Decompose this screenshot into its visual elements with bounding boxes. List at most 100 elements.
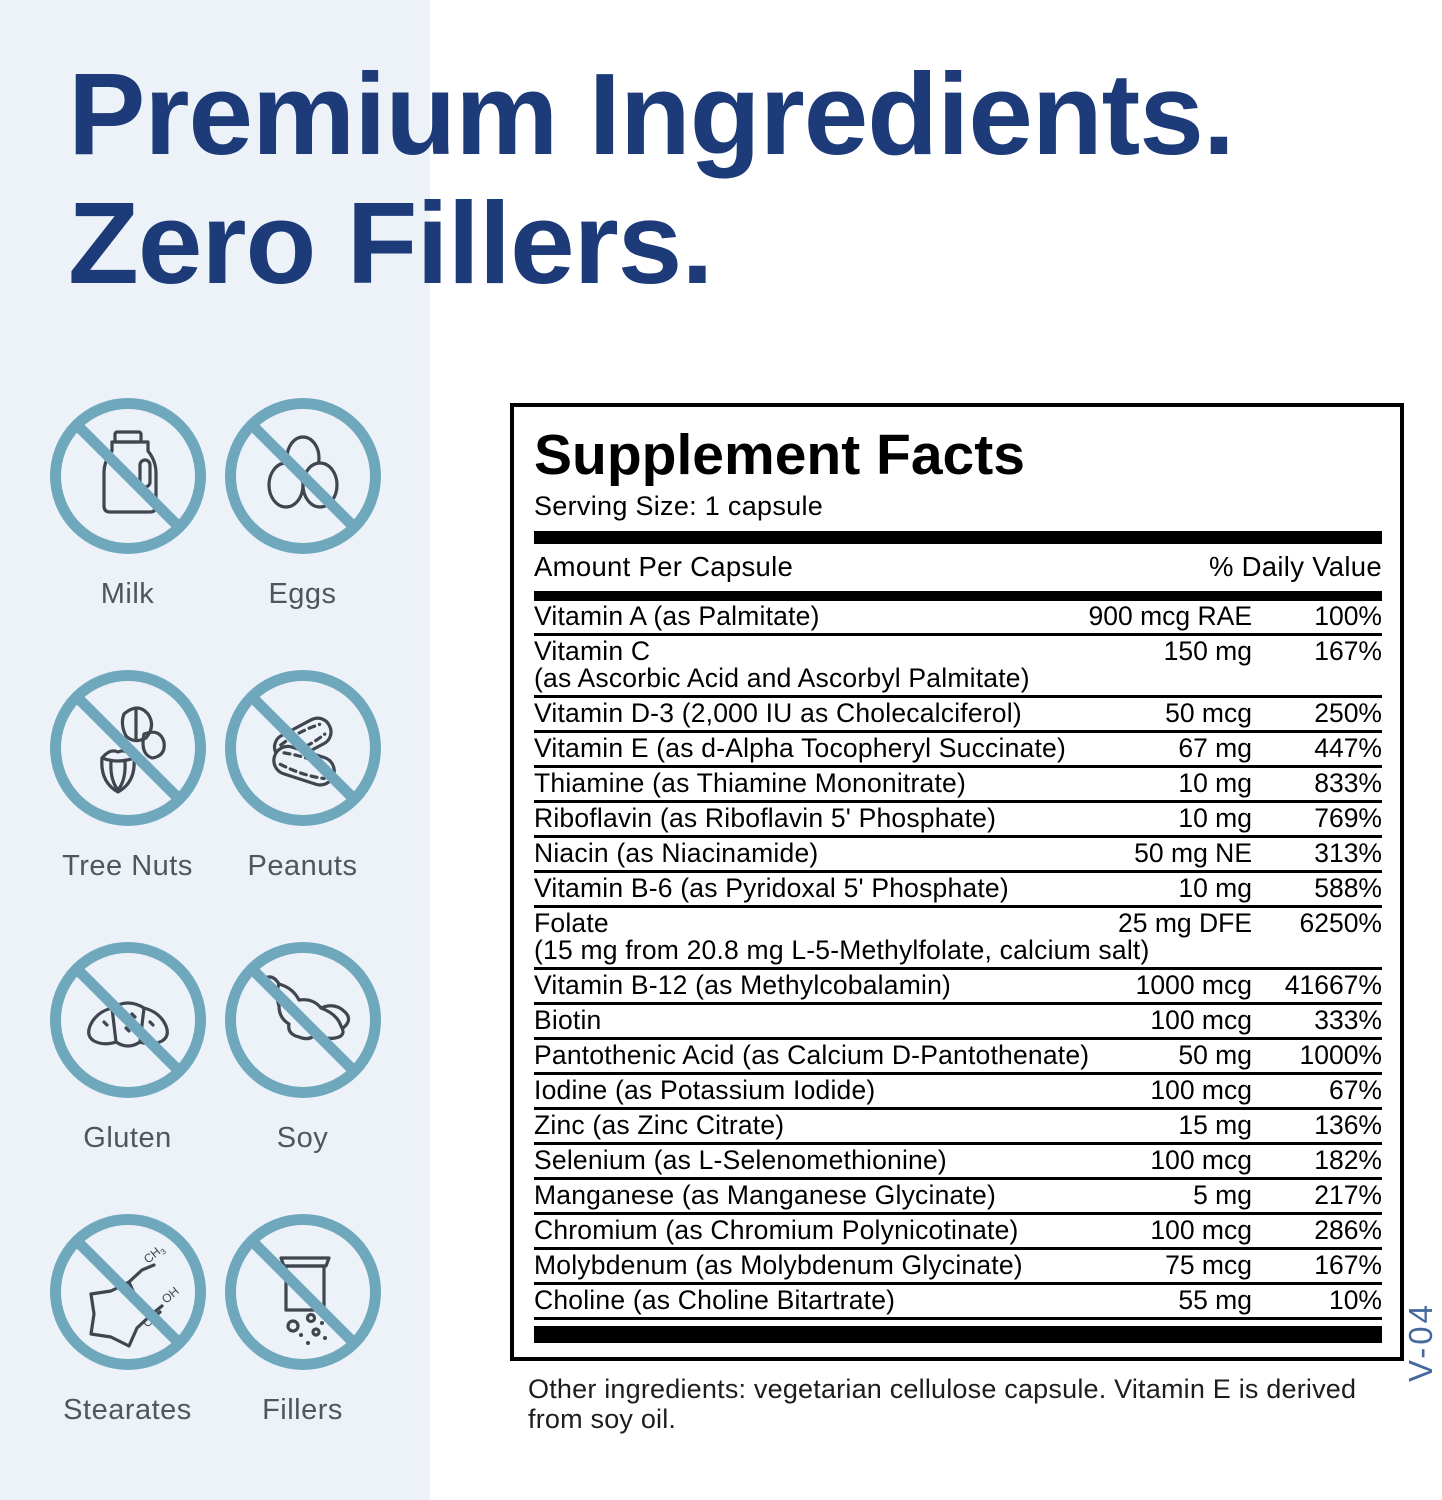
nutrient-amount: 900 mcg RAE (1088, 600, 1253, 631)
nutrient-daily-value: 6250% (1299, 907, 1382, 938)
nutrient-amount: 15 mg (1178, 1109, 1252, 1140)
nutrient-name: Selenium (as L-Selenomethionine) (534, 1144, 947, 1175)
nutrient-daily-value: 313% (1314, 837, 1382, 868)
allergen-label: Tree Nuts (62, 850, 193, 882)
allergen-label: Eggs (268, 578, 337, 610)
facts-column-headers: Amount Per Capsule % Daily Value (534, 544, 1382, 591)
nutrient-amount: 67 mg (1178, 732, 1252, 763)
nutrient-amount: 100 mcg (1150, 1004, 1252, 1035)
nutrient-name: Vitamin E (as d-Alpha Tocopheryl Succina… (534, 732, 1067, 763)
nutrient-amount: 1000 mcg (1135, 969, 1252, 1000)
tree-nut-icon (48, 668, 208, 828)
headline: Premium Ingredients. Zero Fillers. (68, 50, 1235, 308)
fact-row: Biotin 100 mcg 333% (534, 1005, 1382, 1040)
nutrient-name: Chromium (as Chromium Polynicotinate) (534, 1214, 1019, 1245)
other-ingredients-text: Other ingredients: vegetarian cellulose … (528, 1374, 1357, 1434)
facts-table: Vitamin A (as Palmitate) 900 mcg RAE 100% V… (534, 601, 1382, 1320)
croissant-icon (48, 940, 208, 1100)
nutrient-name: Niacin (as Niacinamide) (534, 837, 819, 868)
nutrient-name: Thiamine (as Thiamine Mononitrate) (534, 767, 966, 798)
nutrient-amount: 100 mcg (1150, 1214, 1252, 1245)
nutrient-name: Vitamin C (534, 635, 651, 666)
nutrient-amount: 10 mg (1178, 802, 1252, 833)
peanuts-icon (223, 668, 383, 828)
allergen-label: Milk (100, 578, 155, 610)
daily-value-header: % Daily Value (1208, 550, 1382, 582)
stearate-molecule-icon: CH3 O OH (48, 1212, 208, 1372)
bottom-divider (534, 1325, 1382, 1343)
fact-row: Choline (as Choline Bitartrate) 55 mg 10% (534, 1285, 1382, 1320)
fact-row: Vitamin B-12 (as Methylcobalamin) 1000 mc… (534, 970, 1382, 1005)
fact-row: Zinc (as Zinc Citrate) 15 mg 136% (534, 1110, 1382, 1145)
nutrient-daily-value: 67% (1328, 1074, 1382, 1105)
nutrient-daily-value: 182% (1314, 1144, 1382, 1175)
nutrient-amount: 10 mg (1178, 872, 1252, 903)
fact-row: Vitamin A (as Palmitate) 900 mcg RAE 100% (534, 601, 1382, 636)
nutrient-daily-value: 286% (1314, 1214, 1382, 1245)
nutrient-daily-value: 136% (1314, 1109, 1382, 1140)
thick-divider (534, 531, 1382, 544)
mid-divider (534, 590, 1382, 601)
nutrient-name: Pantothenic Acid (as Calcium D-Pantothen… (534, 1039, 1090, 1070)
nutrient-name: Biotin (534, 1004, 602, 1035)
fact-row: Vitamin E (as d-Alpha Tocopheryl Succina… (534, 733, 1382, 768)
nutrient-amount: 100 mcg (1150, 1144, 1252, 1175)
allergen-label: Gluten (83, 1122, 172, 1154)
nutrient-amount: 55 mg (1178, 1284, 1252, 1315)
fact-row: Niacin (as Niacinamide) 50 mg NE 313% (534, 838, 1382, 873)
eggs-icon (223, 396, 383, 556)
fact-row: Pantothenic Acid (as Calcium D-Pantothen… (534, 1040, 1382, 1075)
nutrient-amount: 50 mg (1178, 1039, 1252, 1070)
allergen-label: Peanuts (247, 850, 358, 882)
allergen-item-milk: Milk (48, 396, 208, 668)
nutrient-daily-value: 217% (1314, 1179, 1382, 1210)
filler-container-icon (223, 1212, 383, 1372)
nutrient-note: (as Ascorbic Acid and Ascorbyl Palmitate… (534, 662, 1030, 693)
nutrient-name: Manganese (as Manganese Glycinate) (534, 1179, 996, 1210)
fact-row: Riboflavin (as Riboflavin 5' Phosphate) 1… (534, 803, 1382, 838)
fact-row: Vitamin B-6 (as Pyridoxal 5' Phosphate) 1… (534, 873, 1382, 908)
nutrient-daily-value: 167% (1314, 1249, 1382, 1280)
fact-row: Vitamin C 150 mg 167% (as Ascorbic Acid and… (534, 636, 1382, 698)
supplement-facts-title: Supplement Facts (534, 423, 1025, 487)
nutrient-daily-value: 250% (1314, 697, 1382, 728)
nutrient-name: Vitamin D-3 (2,000 IU as Cholecalciferol… (534, 697, 1022, 728)
supplement-facts-panel: Supplement Facts Serving Size: 1 capsule… (510, 403, 1404, 1361)
allergen-item-stearates: CH3 O OH Stearates (48, 1212, 208, 1484)
allergen-free-grid: Milk Eggs (40, 396, 390, 1484)
nutrient-daily-value: 167% (1314, 635, 1382, 666)
fact-row: Vitamin D-3 (2,000 IU as Cholecalciferol… (534, 698, 1382, 733)
nutrient-daily-value: 100% (1314, 600, 1382, 631)
fact-row: Selenium (as L-Selenomethionine) 100 mcg 1… (534, 1145, 1382, 1180)
allergen-item-soy: Soy (223, 940, 383, 1212)
nutrient-amount: 150 mg (1163, 635, 1252, 666)
nutrient-amount: 10 mg (1178, 767, 1252, 798)
nutrient-amount: 5 mg (1193, 1179, 1252, 1210)
fact-row: Folate 25 mg DFE 6250% (15 mg from 20.8 mg … (534, 908, 1382, 970)
milk-jug-icon (48, 396, 208, 556)
allergen-item-gluten: Gluten (48, 940, 208, 1212)
nutrient-amount: 100 mcg (1150, 1074, 1252, 1105)
nutrient-name: Choline (as Choline Bitartrate) (534, 1284, 896, 1315)
allergen-label: Stearates (63, 1394, 192, 1426)
nutrient-daily-value: 1000% (1299, 1039, 1382, 1070)
side-version-code: V-04 (1402, 1302, 1440, 1382)
headline-line-2: Zero Fillers. (68, 178, 714, 308)
nutrient-name: Iodine (as Potassium Iodide) (534, 1074, 876, 1105)
soybean-pod-icon (223, 940, 383, 1100)
nutrient-daily-value: 588% (1314, 872, 1382, 903)
nutrient-name: Riboflavin (as Riboflavin 5' Phosphate) (534, 802, 997, 833)
nutrient-amount: 50 mcg (1165, 697, 1252, 728)
nutrient-daily-value: 333% (1314, 1004, 1382, 1035)
allergen-item-tree-nuts: Tree Nuts (48, 668, 208, 940)
nutrient-amount: 25 mg DFE (1117, 907, 1252, 938)
nutrient-daily-value: 10% (1328, 1284, 1382, 1315)
allergen-item-eggs: Eggs (223, 396, 383, 668)
amount-per-capsule-header: Amount Per Capsule (534, 550, 794, 582)
nutrient-note: (15 mg from 20.8 mg L-5-Methylfolate, ca… (534, 934, 1150, 965)
nutrient-name: Zinc (as Zinc Citrate) (534, 1109, 785, 1140)
nutrient-daily-value: 769% (1314, 802, 1382, 833)
allergen-label: Soy (276, 1122, 329, 1154)
fact-row: Thiamine (as Thiamine Mononitrate) 10 mg 8… (534, 768, 1382, 803)
fact-row: Iodine (as Potassium Iodide) 100 mcg 67% (534, 1075, 1382, 1110)
